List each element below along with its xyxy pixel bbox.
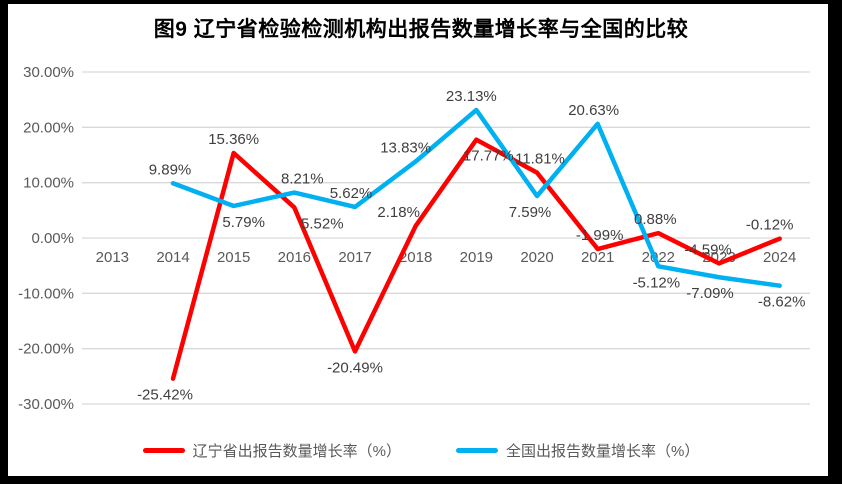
data-label-0: 17.77% (463, 148, 514, 165)
data-label-1: -8.62% (758, 294, 806, 311)
y-tick-label: 0.00% (31, 230, 74, 247)
y-tick-label: 30.00% (23, 64, 74, 81)
series-line-1 (170, 107, 782, 288)
data-label-1: 13.83% (380, 139, 431, 156)
data-label-1: 20.63% (568, 102, 619, 119)
x-tick-label: 2013 (96, 249, 129, 266)
x-tick-label: 2017 (338, 249, 371, 266)
y-tick-label: -20.00% (18, 341, 74, 358)
data-label-1: 23.13% (446, 88, 497, 105)
y-tick-label: 10.00% (23, 175, 74, 192)
legend-label-liaoning: 辽宁省出报告数量增长率（%） (192, 443, 401, 460)
x-tick-label: 2018 (399, 249, 432, 266)
data-label-0: -4.59% (684, 241, 732, 258)
x-tick-label: 2021 (581, 249, 614, 266)
x-tick-label: 2022 (642, 249, 675, 266)
data-label-0: 5.52% (301, 215, 344, 232)
blue-line-swatch-icon (456, 448, 498, 453)
data-label-0: -1.99% (576, 227, 624, 244)
data-label-0: 15.36% (208, 131, 259, 148)
legend: 辽宁省出报告数量增长率（%） 全国出报告数量增长率（%） (0, 440, 842, 461)
y-tick-label: -30.00% (18, 396, 74, 413)
data-label-1: 5.62% (330, 185, 373, 202)
data-label-1: -7.09% (686, 285, 734, 302)
x-tick-label: 2020 (520, 249, 553, 266)
data-label-0: 0.88% (634, 211, 677, 228)
red-line-swatch-icon (142, 448, 185, 453)
legend-item-national: 全国出报告数量增长率（%） (456, 440, 699, 461)
y-tick-label: -10.00% (18, 285, 74, 302)
data-label-1: -5.12% (633, 274, 681, 291)
data-label-1: 9.89% (149, 161, 192, 178)
legend-label-national: 全国出报告数量增长率（%） (506, 443, 700, 460)
data-label-0: -0.12% (746, 217, 794, 234)
series-line-0 (170, 137, 782, 381)
x-tick-label: 2016 (278, 249, 311, 266)
data-label-0: 2.18% (377, 204, 420, 221)
data-label-0: 11.81% (515, 151, 565, 168)
data-label-0: -25.42% (137, 387, 193, 404)
data-label-1: 8.21% (281, 171, 324, 188)
y-tick-label: 20.00% (23, 119, 74, 136)
chart-title: 图9 辽宁省检验检测机构出报告数量增长率与全国的比较 (153, 18, 689, 41)
x-tick-label: 2024 (763, 249, 796, 266)
x-tick-label: 2015 (217, 249, 250, 266)
legend-item-liaoning: 辽宁省出报告数量增长率（%） (142, 440, 401, 461)
data-label-1: 5.79% (222, 214, 265, 231)
x-tick-label: 2014 (156, 249, 189, 266)
data-label-0: -20.49% (327, 359, 383, 376)
data-label-1: 7.59% (509, 204, 552, 221)
x-tick-label: 2019 (460, 249, 493, 266)
